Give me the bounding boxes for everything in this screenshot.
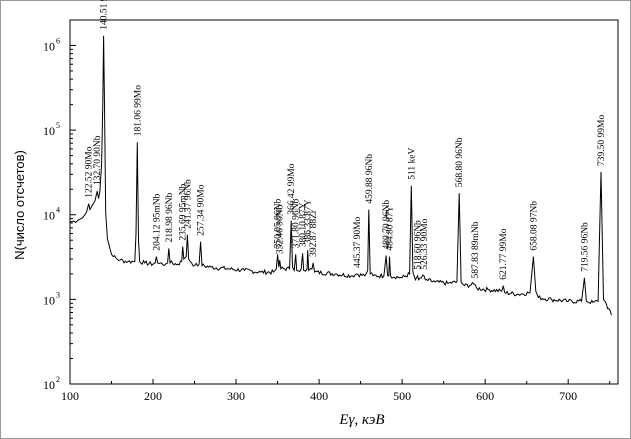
x-tick-label: 400 [310, 389, 328, 403]
peak-label: 568.80 96Nb [455, 137, 465, 187]
y-tick-exponent: 3 [56, 290, 60, 299]
y-axis-label: N(число отсчетов) [12, 150, 27, 260]
peak-label: 257.34 90Mo [197, 184, 207, 235]
y-tick-label: 10 [43, 124, 55, 138]
peak-label: 386.33 87Y [304, 199, 314, 244]
peak-label: 371.80 96Nb [292, 199, 302, 249]
peak-label: 658.08 97Nb [529, 201, 539, 251]
peak-label: 459.88 96Nb [365, 154, 375, 204]
peak-label: 445.37 90Mo [353, 216, 363, 267]
peak-label: 719.56 96Nb [580, 222, 590, 272]
y-tick-exponent: 6 [56, 36, 60, 45]
peak-label: 132.70 90Nb [93, 135, 103, 185]
peak-label: 518.60 96Nb [414, 220, 424, 270]
y-tick-label: 10 [43, 209, 55, 223]
y-tick-label: 10 [43, 378, 55, 392]
y-tick-exponent: 5 [56, 121, 60, 130]
peak-label: 241.37 96Nb [183, 179, 193, 229]
peak-label: 484.80 87Y [386, 206, 396, 251]
y-tick-exponent: 4 [56, 206, 60, 215]
peak-label: 350.05 96Nb [274, 199, 284, 249]
x-tick-label: 100 [61, 389, 79, 403]
peak-label: 621.77 99Mo [499, 228, 509, 279]
peak-label: 218.98 96Nb [165, 193, 175, 243]
peak-label: 122.52 90Mo [85, 146, 95, 197]
peak-label: 480.70 96Nb [382, 200, 392, 250]
y-tick-label: 10 [43, 293, 55, 307]
x-axis-label: Eγ, кэВ [338, 412, 384, 428]
peak-label: 235.69 95mNb [179, 183, 189, 240]
spectrum-line [69, 35, 612, 316]
y-tick-label: 10 [43, 39, 55, 53]
peak-label: 380.10 87Y [299, 202, 309, 247]
peak-label: 204.12 95mNb [153, 193, 163, 250]
peak-label: 739.50 99Mo [597, 115, 607, 166]
peak-label: 366.42 99Mo [287, 163, 297, 214]
peak-label: 140.51 99Mo [100, 0, 110, 30]
x-tick-label: 300 [227, 389, 245, 403]
x-tick-label: 700 [559, 389, 577, 403]
peak-label: 392.87 88Zr [309, 209, 319, 257]
x-tick-label: 200 [144, 389, 162, 403]
peak-label: 181.06 99Mo [133, 85, 143, 136]
peak-label: 526.33 90Mo [420, 218, 430, 269]
plot-area-border [69, 19, 619, 385]
x-tick-label: 600 [476, 389, 494, 403]
peak-label: 352.46 96Nb [276, 204, 286, 254]
peak-label: 587.83 89mNb [471, 221, 481, 278]
y-tick-exponent: 2 [56, 375, 60, 384]
peak-label: 511 keV [407, 148, 417, 180]
x-tick-label: 500 [393, 389, 411, 403]
